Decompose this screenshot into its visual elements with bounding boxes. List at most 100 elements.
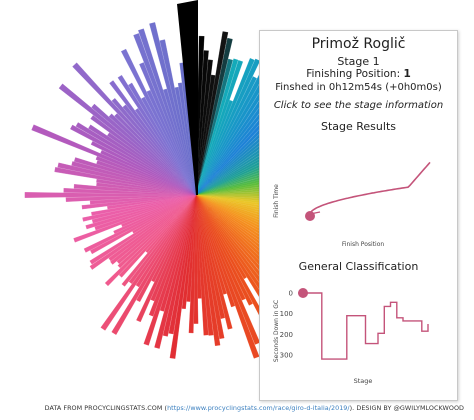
fan-rider-line[interactable] (91, 194, 197, 224)
fan-rider-line[interactable] (91, 103, 197, 196)
fan-rider-line[interactable] (116, 194, 197, 265)
fan-rider-line[interactable] (24, 192, 197, 198)
fan-rider-line[interactable] (195, 58, 261, 196)
fan-rider-line[interactable] (162, 194, 197, 337)
fan-rider-line[interactable] (139, 62, 197, 196)
fan-rider-line[interactable] (94, 194, 197, 231)
fan-rider-line[interactable] (168, 194, 197, 335)
source-link[interactable]: https://www.procyclingstats.com/race/gir… (167, 404, 350, 412)
fan-rider-line[interactable] (195, 194, 247, 280)
fan-rider-line[interactable] (195, 194, 225, 319)
fan-rider-line[interactable] (195, 194, 261, 345)
fan-rider-line[interactable] (31, 124, 197, 196)
fan-rider-line[interactable] (128, 82, 197, 196)
fan-rider-line[interactable] (195, 194, 253, 306)
fan-rider-line[interactable] (195, 37, 233, 196)
fan-rider-line[interactable] (81, 194, 197, 210)
fan-rider-line[interactable] (90, 140, 197, 196)
fan-rider-line[interactable] (107, 132, 197, 196)
fan-rider-line[interactable] (75, 122, 197, 196)
fan-rider-line[interactable] (195, 58, 255, 196)
fan-rider-line[interactable] (159, 194, 197, 312)
fan-rider-line[interactable] (110, 194, 197, 265)
fan-rider-line[interactable] (120, 48, 197, 196)
fan-rider-line[interactable] (90, 115, 197, 196)
fan-rider-line[interactable] (74, 157, 197, 196)
fan-rider-line[interactable] (149, 22, 197, 196)
fan-rider-line[interactable] (108, 194, 197, 262)
fan-rider-line[interactable] (163, 88, 197, 196)
gc-rider-point[interactable] (298, 288, 308, 298)
fan-rider-line[interactable] (195, 194, 233, 330)
fan-rider-line[interactable] (195, 31, 229, 196)
fan-rider-line[interactable] (151, 194, 197, 283)
fan-rider-line[interactable] (104, 194, 197, 287)
stage-info-link[interactable]: Click to see the stage information (273, 100, 444, 111)
fan-rider-line[interactable] (159, 39, 197, 196)
fan-rider-line[interactable] (100, 149, 197, 196)
fan-rider-line[interactable] (100, 194, 197, 331)
fan-rider-line[interactable] (73, 194, 197, 243)
fan-rider-line[interactable] (143, 194, 197, 346)
fan-rider-line[interactable] (85, 194, 197, 230)
fan-rider-line[interactable] (58, 83, 197, 196)
fan-rider-line[interactable] (70, 124, 197, 196)
fan-rider-line[interactable] (95, 156, 197, 196)
fan-rider-line[interactable] (117, 74, 197, 196)
fan-rider-line[interactable] (195, 100, 233, 196)
fan-rider-line[interactable] (133, 33, 197, 196)
fan-rider-line[interactable] (82, 194, 197, 222)
fan-rider-line[interactable] (89, 194, 197, 270)
fan-rider-line[interactable] (136, 194, 197, 323)
fan-rider-line[interactable] (91, 194, 197, 216)
fan-highlight-wedge[interactable] (177, 0, 198, 195)
fan-rider-line[interactable] (174, 86, 197, 196)
stage-results-rider-point[interactable] (305, 211, 315, 221)
fan-rider-line[interactable] (195, 194, 260, 359)
fan-rider-line[interactable] (111, 194, 197, 335)
fan-rider-line[interactable] (117, 194, 197, 269)
fan-rider-line[interactable] (146, 90, 197, 196)
fan-rider-line[interactable] (195, 58, 239, 196)
fan-rider-line[interactable] (195, 194, 209, 336)
fan-rider-line[interactable] (96, 160, 197, 196)
fan-rider-line[interactable] (114, 113, 197, 196)
fan-rider-line[interactable] (195, 194, 225, 339)
fan-rider-line[interactable] (57, 162, 197, 196)
fan-rider-line[interactable] (169, 194, 197, 359)
fan-rider-line[interactable] (135, 194, 197, 288)
fan-rider-line[interactable] (195, 194, 214, 336)
fan-rider-line[interactable] (134, 108, 197, 196)
fan-rider-line[interactable] (195, 60, 243, 196)
fan-rider-line[interactable] (88, 124, 197, 196)
fan-rider-line[interactable] (72, 62, 197, 196)
fan-rider-line[interactable] (121, 194, 197, 287)
fan-rider-line[interactable] (108, 113, 197, 196)
fan-rider-line[interactable] (132, 194, 197, 234)
fan-rider-line[interactable] (111, 98, 197, 196)
fan-rider-line[interactable] (118, 194, 197, 278)
fan-rider-line[interactable] (141, 96, 197, 196)
fan-rider-line[interactable] (193, 194, 199, 324)
fan-rider-line[interactable] (195, 58, 233, 196)
fan-rider-line[interactable] (195, 194, 236, 308)
fan-rider-line[interactable] (128, 194, 197, 284)
fan-rider-line[interactable] (83, 194, 197, 253)
fan-rider-line[interactable] (138, 28, 197, 196)
fan-rider-line[interactable] (195, 194, 227, 295)
fan-rider-line[interactable] (195, 76, 257, 196)
fan-rider-line[interactable] (195, 194, 246, 301)
fan-rider-line[interactable] (122, 104, 197, 196)
fan-rider-line[interactable] (177, 82, 197, 196)
fan-rider-line[interactable] (195, 194, 221, 346)
fan-rider-line[interactable] (113, 194, 197, 234)
fan-rider-line[interactable] (89, 194, 197, 265)
fan-rider-line[interactable] (150, 194, 197, 302)
fan-rider-line[interactable] (71, 161, 197, 196)
fan-rider-line[interactable] (54, 167, 197, 196)
fan-rider-line[interactable] (89, 194, 197, 205)
fan-rider-line[interactable] (90, 194, 197, 255)
fan-rider-line[interactable] (136, 194, 197, 303)
fan-rider-line[interactable] (109, 80, 197, 196)
fan-rider-line[interactable] (121, 194, 197, 228)
